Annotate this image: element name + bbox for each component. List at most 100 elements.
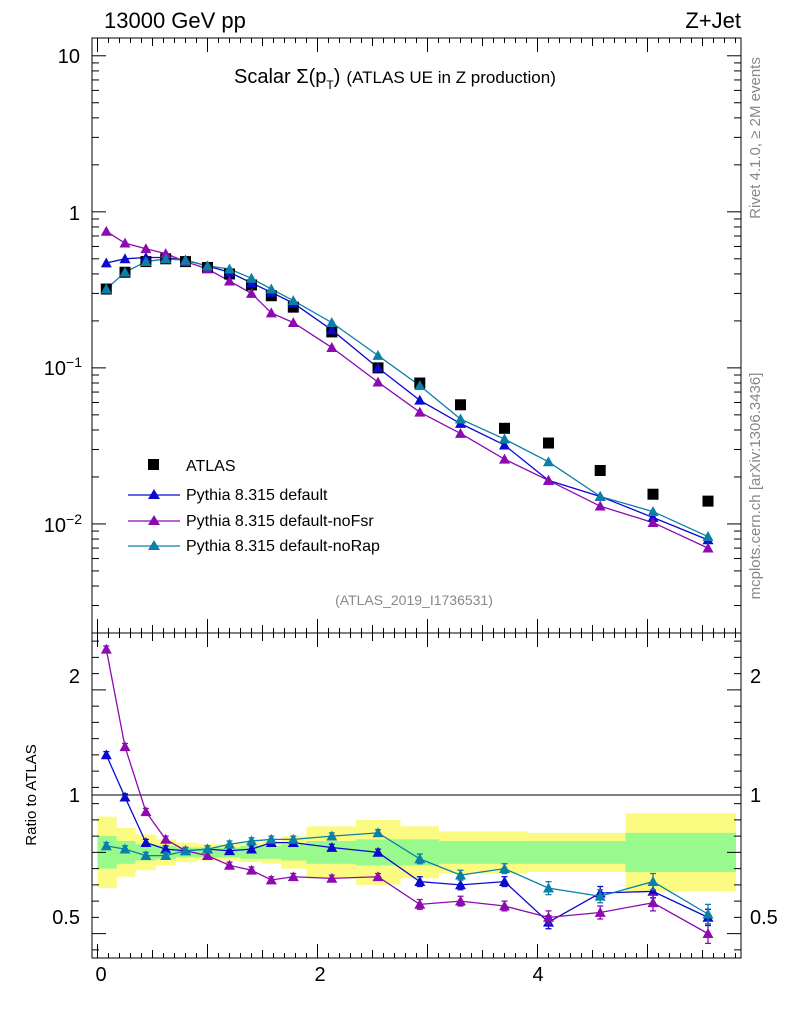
series-1-point [326, 324, 338, 335]
atlas-data-point [647, 488, 659, 500]
series-3-point [414, 380, 426, 390]
ratio-band-stat [526, 841, 571, 864]
ratio-1-point [100, 643, 112, 654]
legend-nofsr-label: Pythia 8.315 default-noFsr [186, 513, 374, 530]
ratio-1-point [265, 874, 277, 885]
series-3-point [594, 490, 606, 501]
ratio-2-point [287, 833, 299, 844]
ratio-y-tick-labels: 2 1 0.5 2 1 0.5 [52, 666, 778, 929]
ratio-1-point [543, 911, 554, 922]
atlas-data-point [499, 422, 510, 434]
series-3-point [180, 254, 191, 265]
series-3-point [100, 283, 112, 294]
ratio-2-point [224, 838, 235, 849]
series-1-point [372, 362, 384, 373]
ratio-y-tick-2-left: 2 [69, 666, 80, 688]
ratio-y-tick-0.5-right: 0.5 [750, 907, 778, 929]
series-3-point [246, 272, 257, 283]
ratio-y-tick-0.5-left: 0.5 [52, 907, 80, 929]
ratio-2-point [702, 908, 714, 919]
x-tick-labels: 0 2 4 [95, 964, 543, 986]
ratio-1-point [160, 833, 172, 844]
atlas-data-point [455, 399, 466, 411]
ratio-2-point [180, 845, 191, 856]
ratio-band-stat [625, 832, 681, 872]
ratio-0-point [414, 876, 426, 887]
ratio-y-tick-1-right: 1 [750, 785, 761, 807]
main-panel: 10 1 10−1 10−2 Scalar Σ(pT) (ATLAS UE in … [44, 37, 742, 634]
series-2-point [647, 517, 659, 527]
ratio-0-point [372, 846, 384, 857]
y-tick-label-0.1: 10−1 [44, 354, 82, 380]
header-energy: 13000 GeV pp [104, 8, 246, 33]
series-3-point [499, 433, 510, 444]
ratio-1-point [594, 907, 606, 917]
series-2-point [499, 453, 510, 464]
ratio-0-point [224, 845, 235, 856]
series-2-point [160, 248, 172, 258]
ratio-1-point [702, 928, 714, 939]
series-2-point [594, 500, 606, 511]
ratio-0-point [246, 843, 257, 854]
series-1-point [499, 439, 510, 450]
atlas-data-point [702, 495, 714, 507]
ratio-2-point [202, 843, 213, 854]
series-3-point [265, 283, 277, 294]
ratio-2-point [100, 840, 112, 851]
x-tick-label-0: 0 [95, 964, 106, 986]
series-1-point [647, 511, 659, 522]
main-y-tick-labels: 10 1 10−1 10−2 [44, 46, 82, 537]
series-2-point [326, 342, 338, 352]
series-2-point [287, 317, 299, 328]
ratio-1-point [326, 872, 338, 883]
ratio-1-point [246, 864, 257, 875]
series-2-point [414, 406, 426, 417]
series-3-point [202, 260, 213, 271]
ratio-band-stat [570, 841, 626, 864]
ratio-0-point [647, 885, 659, 896]
ratio-2-point [119, 843, 131, 854]
ratio-2-point [326, 830, 338, 841]
ratio-0-point [100, 749, 112, 760]
series-2-point [100, 225, 112, 236]
ratio-0-point [326, 842, 338, 852]
series-3-point [647, 506, 659, 516]
main-series-group [100, 225, 714, 553]
legend: ATLAS Pythia 8.315 default Pythia 8.315 … [128, 458, 380, 555]
chart-title: Scalar Σ(pT) (ATLAS UE in Z production) [234, 66, 556, 92]
ratio-band-stat [261, 845, 282, 859]
series-3-point [326, 317, 338, 328]
series-3-point [543, 456, 554, 467]
ratio-1-point [202, 850, 213, 861]
y-tick-label-10: 10 [58, 46, 80, 68]
ratio-1-point [499, 900, 510, 911]
series-2-point [140, 243, 152, 254]
series-2-point [119, 237, 131, 248]
legend-atlas-label: ATLAS [186, 458, 236, 475]
series-3-point [119, 266, 131, 277]
ratio-1-point [647, 897, 659, 908]
title-scalar: Scalar [234, 66, 296, 88]
ratio-1-point [119, 741, 131, 752]
ratio-series-group [100, 643, 714, 945]
ratio-2-point [594, 890, 606, 901]
ratio-uncertainty-bands [97, 813, 736, 892]
title-suffix: (ATLAS UE in Z production) [346, 68, 555, 87]
y-tick-label-0.01: 10−2 [44, 511, 82, 537]
legend-norap-label: Pythia 8.315 default-noRap [186, 538, 380, 555]
series-3-point [372, 350, 384, 360]
ratio-1-point [455, 895, 466, 906]
ratio-band-stat [306, 841, 357, 864]
ratio-1-point [287, 871, 299, 882]
x-tick-label-2: 2 [314, 964, 325, 986]
ratio-band-stat [482, 841, 527, 864]
ratio-2-point [246, 835, 257, 846]
legend-default-marker [148, 489, 160, 499]
ratio-band-stat [680, 832, 736, 872]
ratio-2-point [543, 882, 554, 893]
ratio-2-point [414, 853, 426, 864]
header-process: Z+Jet [685, 8, 741, 33]
ratio-2-point [372, 827, 384, 838]
ratio-2-point [265, 833, 277, 844]
